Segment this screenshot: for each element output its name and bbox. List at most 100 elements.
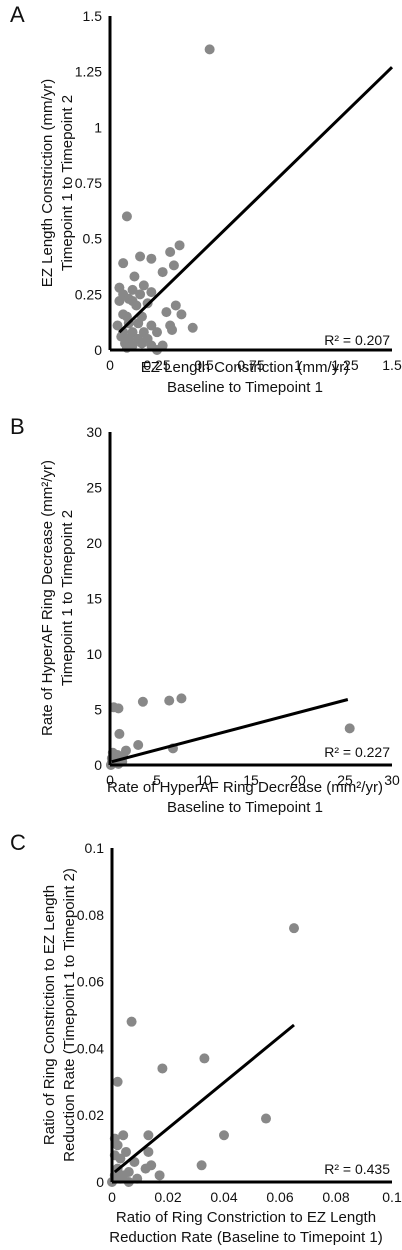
data-point-a-22 bbox=[176, 309, 187, 320]
x-tick-label-b-3: 15 bbox=[243, 772, 259, 788]
trend-line-c bbox=[113, 1023, 295, 1174]
y-tick-label-a-0: 0 bbox=[94, 342, 102, 358]
data-point-a-27 bbox=[112, 320, 123, 331]
x-tick-label-b-0: 0 bbox=[106, 772, 114, 788]
data-point-c-5 bbox=[261, 1113, 271, 1124]
trend-line-a bbox=[118, 66, 394, 334]
data-point-a-30 bbox=[146, 320, 157, 331]
trend-line-b bbox=[111, 698, 349, 764]
y-tick-label-b-6: 30 bbox=[86, 424, 102, 440]
data-point-a-0 bbox=[204, 44, 215, 55]
data-point-b-5 bbox=[344, 723, 355, 734]
data-point-c-18 bbox=[140, 1163, 151, 1174]
scatter-panel-a: A 0 0.25 0.5 0.75 1 1.25 1.5 0 0.25 0.5 0.75 1 1.25 1.… bbox=[0, 0, 402, 400]
y-tick-label-a-5: 1.25 bbox=[75, 64, 102, 80]
data-point-a-32 bbox=[187, 322, 198, 333]
y-tick-label-a-1: 0.25 bbox=[75, 286, 102, 302]
data-point-c-9 bbox=[118, 1130, 129, 1141]
x-tick-label-a-3: 0.75 bbox=[237, 357, 264, 373]
data-point-a-7 bbox=[168, 260, 179, 271]
chart-c-svg: C 0 0.02 0.04 0.06 0.08 0.1 0 0.02 0.04 0.06 0.08 0.… bbox=[10, 830, 402, 1246]
y-tick-label-b-1: 5 bbox=[94, 702, 102, 718]
y-tick-label-c-3: 0.06 bbox=[77, 974, 104, 990]
data-point-b-2 bbox=[137, 696, 148, 707]
y-tick-label-b-2: 10 bbox=[86, 646, 102, 662]
data-point-b-1 bbox=[164, 695, 175, 706]
scatter-panel-b: B 0 5 10 15 20 25 30 0 5 10 15 20 25 30 Rate of HyperAF… bbox=[0, 412, 402, 816]
panel-label-b: B bbox=[10, 414, 25, 439]
panel-label-c: C bbox=[10, 830, 26, 855]
data-point-c-12 bbox=[143, 1146, 154, 1157]
data-point-c-8 bbox=[143, 1130, 154, 1141]
x-axis-title-a-line1: EZ Length Constriction (mm/yr) bbox=[141, 359, 349, 376]
y-tick-label-c-0: 0 bbox=[96, 1174, 104, 1190]
data-point-a-3 bbox=[165, 247, 176, 258]
y-axis-title-a-line2: Timepoint 1 to Timepoint 2 bbox=[59, 95, 76, 271]
chart-a-svg: A 0 0.25 0.5 0.75 1 1.25 1.5 0 0.25 0.5 0.75 1 1.25 1.… bbox=[10, 2, 402, 396]
x-axis-title-b-line1: Rate of HyperAF Ring Decrease (mm²/yr) bbox=[107, 779, 383, 796]
y-tick-label-a-6: 1.5 bbox=[83, 8, 103, 24]
r-squared-label-c: R² = 0.435 bbox=[324, 1161, 390, 1177]
x-tick-label-c-3: 0.06 bbox=[266, 1189, 293, 1205]
x-axis-title-a-line2: Baseline to Timepoint 1 bbox=[167, 379, 323, 396]
y-axis-title-b-line2: Timepoint 1 to Timepoint 2 bbox=[59, 510, 76, 686]
data-point-c-2 bbox=[157, 1063, 168, 1074]
data-point-a-5 bbox=[118, 258, 129, 269]
data-point-a-9 bbox=[129, 271, 140, 282]
x-tick-label-b-4: 20 bbox=[290, 772, 306, 788]
scatter-panel-c: C 0 0.02 0.04 0.06 0.08 0.1 0 0.02 0.04 0.06 0.08 0.… bbox=[0, 824, 402, 1246]
x-tick-label-a-0: 0 bbox=[106, 357, 114, 373]
data-point-c-1 bbox=[126, 1016, 137, 1027]
x-tick-label-b-5: 25 bbox=[337, 772, 353, 788]
data-point-a-6 bbox=[146, 253, 157, 264]
data-point-a-11 bbox=[127, 284, 138, 295]
x-tick-label-b-1: 5 bbox=[153, 772, 161, 788]
data-point-b-7 bbox=[133, 740, 144, 751]
data-point-a-2 bbox=[174, 240, 185, 251]
y-tick-label-c-4: 0.08 bbox=[77, 907, 104, 923]
data-point-c-3 bbox=[199, 1053, 210, 1064]
x-tick-label-b-2: 10 bbox=[196, 772, 212, 788]
x-tick-label-c-5: 0.1 bbox=[382, 1189, 402, 1205]
x-tick-label-a-2: 0.5 bbox=[194, 357, 214, 373]
data-point-b-6 bbox=[114, 728, 125, 739]
data-point-a-16 bbox=[135, 289, 146, 300]
x-tick-label-a-5: 1.25 bbox=[331, 357, 358, 373]
x-axis-title-c-line1: Ratio of Ring Constriction to EZ Length bbox=[116, 1209, 376, 1226]
x-tick-label-c-2: 0.04 bbox=[210, 1189, 237, 1205]
y-axis-title-a-line1: EZ Length Constriction (mm/yr) bbox=[39, 79, 56, 287]
data-point-a-36 bbox=[152, 327, 162, 338]
y-tick-label-c-5: 0.1 bbox=[85, 840, 105, 856]
data-point-c-11 bbox=[112, 1140, 123, 1151]
data-point-c-7 bbox=[196, 1160, 207, 1171]
x-tick-label-a-1: 0.25 bbox=[143, 357, 170, 373]
x-tick-label-c-0: 0 bbox=[108, 1189, 116, 1205]
data-point-a-44 bbox=[136, 338, 147, 349]
r-squared-label-a: R² = 0.207 bbox=[324, 332, 390, 348]
data-point-b-4 bbox=[113, 703, 124, 714]
x-tick-label-b-6: 30 bbox=[384, 772, 400, 788]
x-tick-label-a-6: 1.5 bbox=[382, 357, 402, 373]
data-point-a-12 bbox=[146, 287, 157, 298]
y-tick-label-b-5: 25 bbox=[86, 480, 102, 496]
data-point-a-14 bbox=[138, 280, 149, 291]
x-tick-label-c-1: 0.02 bbox=[154, 1189, 181, 1205]
x-axis-title-c-line2: Reduction Rate (Baseline to Timepoint 1) bbox=[109, 1229, 382, 1246]
data-point-c-6 bbox=[219, 1130, 229, 1141]
data-point-c-13 bbox=[121, 1146, 131, 1157]
x-axis-title-b-line2: Baseline to Timepoint 1 bbox=[167, 799, 323, 816]
y-tick-label-b-3: 15 bbox=[86, 591, 102, 607]
data-point-c-0 bbox=[289, 923, 299, 934]
data-point-c-19 bbox=[154, 1170, 165, 1181]
data-point-b-0 bbox=[176, 693, 187, 704]
data-point-c-15 bbox=[115, 1153, 126, 1164]
y-tick-label-c-2: 0.04 bbox=[77, 1040, 104, 1056]
y-tick-label-b-0: 0 bbox=[94, 757, 102, 773]
panel-label-a: A bbox=[10, 2, 25, 27]
y-axis-title-c-line2: Reduction Rate (Timepoint 1 to Timepoint… bbox=[61, 868, 78, 1162]
data-point-a-1 bbox=[121, 211, 132, 222]
y-tick-label-a-4: 1 bbox=[94, 119, 102, 135]
data-point-a-21 bbox=[170, 300, 181, 311]
y-tick-label-a-3: 0.75 bbox=[75, 175, 102, 191]
